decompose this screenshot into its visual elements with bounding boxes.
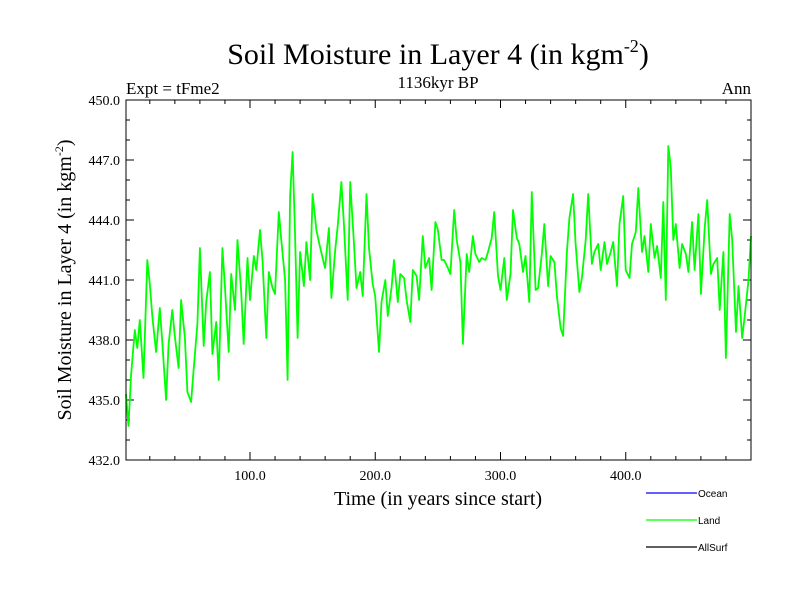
- y-tick-label: 438.0: [89, 334, 121, 349]
- y-tick-label: 441.0: [89, 274, 121, 289]
- y-tick-label: 444.0: [89, 214, 121, 229]
- x-tick-label: 300.0: [485, 469, 517, 484]
- season-label: Ann: [722, 79, 752, 98]
- legend-label-land: Land: [698, 516, 720, 527]
- plot-frame: [125, 99, 752, 461]
- chart-title-superscript: -2: [624, 36, 639, 56]
- axis-ticks: 432.0 435.0 438.0 441.0 444.0 447.0 450.0 100.0…: [89, 94, 751, 484]
- y-axis-label: Soil Moisture in Layer 4 (in kgm-2): [52, 139, 76, 420]
- series-layer: [125, 145, 752, 427]
- x-tick-label: 400.0: [610, 469, 642, 484]
- x-axis-label: Time (in years since start): [334, 488, 542, 510]
- series-line-land: [125, 145, 752, 427]
- x-tick-label: 100.0: [234, 469, 266, 484]
- y-tick-label: 435.0: [89, 394, 121, 409]
- y-tick-label: 450.0: [89, 94, 121, 109]
- y-tick-label: 447.0: [89, 154, 121, 169]
- experiment-label: Expt = tFme2: [126, 79, 220, 98]
- chart-title-main: Soil Moisture in Layer 4 (in kgm: [227, 38, 624, 71]
- legend-label-ocean: Ocean: [698, 489, 727, 500]
- y-axis-label-main: Soil Moisture in Layer 4 (in kgm: [54, 156, 76, 421]
- y-tick-label: 432.0: [89, 454, 121, 469]
- legend: Ocean Land AllSurf: [646, 489, 728, 554]
- x-tick-label: 200.0: [359, 469, 391, 484]
- chart-title-close: ): [639, 38, 649, 71]
- subtitle: 1136kyr BP: [397, 73, 478, 92]
- legend-label-allsurf: AllSurf: [698, 543, 728, 554]
- y-axis-label-close: ): [54, 139, 76, 146]
- y-axis-label-superscript: -2: [52, 146, 66, 156]
- chart-title: Soil Moisture in Layer 4 (in kgm-2): [227, 36, 649, 71]
